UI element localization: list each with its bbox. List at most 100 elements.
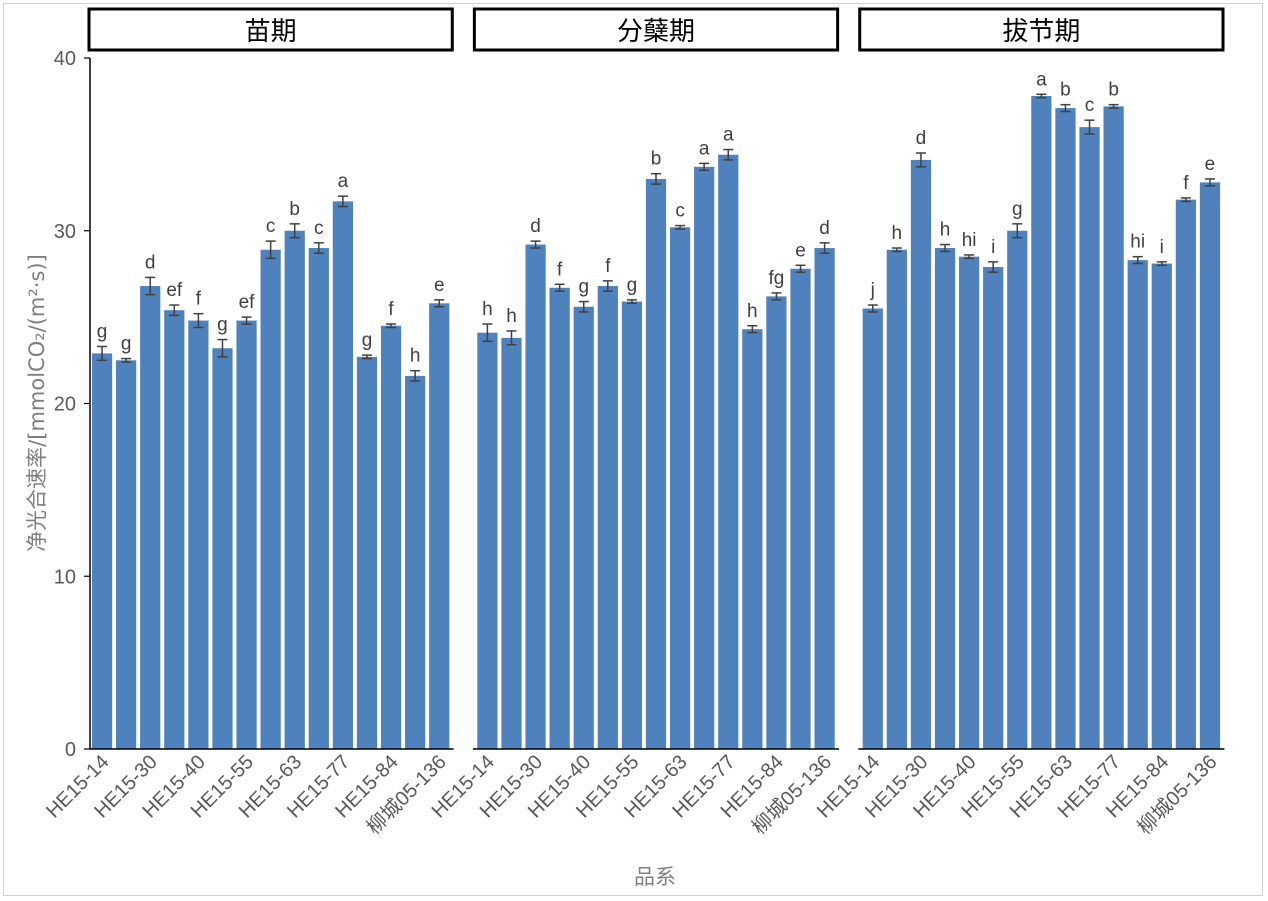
- bar: [356, 356, 378, 749]
- significance-letter: a: [723, 125, 734, 146]
- significance-letter: b: [651, 149, 662, 170]
- significance-letter: d: [145, 252, 156, 273]
- significance-letter: h: [940, 220, 951, 241]
- significance-letter: g: [627, 275, 638, 296]
- significance-letter: d: [530, 216, 541, 237]
- bar: [477, 332, 498, 749]
- bar: [405, 375, 426, 749]
- bar: [983, 267, 1004, 749]
- bar: [958, 256, 980, 749]
- significance-letter: f: [388, 299, 394, 320]
- bar: [862, 308, 883, 749]
- significance-letter: h: [892, 223, 903, 244]
- significance-letter: j: [870, 280, 875, 301]
- significance-letter: d: [916, 128, 927, 149]
- chart-frame: [3, 3, 1263, 896]
- significance-letter: a: [699, 138, 710, 159]
- bar: [814, 248, 835, 749]
- bar: [645, 178, 667, 750]
- bar: [934, 248, 956, 749]
- significance-letter: i: [991, 237, 995, 258]
- significance-letter: b: [1108, 80, 1119, 101]
- bar: [621, 301, 643, 749]
- bar: [742, 329, 763, 749]
- significance-letter: g: [121, 334, 132, 355]
- bar: [790, 268, 811, 749]
- significance-letter: f: [1183, 173, 1189, 194]
- significance-letter: f: [605, 256, 611, 277]
- bar: [429, 303, 450, 749]
- bar: [525, 244, 546, 749]
- significance-letter: c: [1085, 95, 1095, 116]
- y-tick-label: 30: [54, 221, 76, 243]
- significance-letter: hi: [962, 230, 977, 251]
- bar: [188, 320, 209, 749]
- y-tick-label: 20: [54, 394, 76, 416]
- significance-letter: h: [506, 306, 517, 327]
- significance-letter: d: [819, 218, 830, 239]
- significance-letter: a: [338, 171, 349, 192]
- significance-letter: hi: [1130, 232, 1145, 253]
- bar: [1079, 127, 1100, 750]
- bar: [1199, 182, 1221, 749]
- bar: [669, 227, 691, 750]
- panel-title-box: [472, 7, 840, 52]
- significance-letter: fg: [768, 268, 784, 289]
- panel-title-box: [858, 7, 1225, 52]
- bar: [1031, 96, 1052, 749]
- significance-letter: a: [1036, 69, 1047, 90]
- bar: [886, 249, 907, 749]
- bar: [116, 360, 137, 749]
- bar: [549, 287, 570, 749]
- bar: [236, 320, 257, 749]
- y-axis-title: 净光合速率/[mmolCO₂/(m²·s)]: [25, 254, 49, 552]
- significance-letter: g: [362, 330, 373, 351]
- bar: [260, 249, 281, 749]
- bar: [1007, 230, 1028, 749]
- bar: [1151, 263, 1172, 749]
- panel-title: 分蘖期: [617, 17, 695, 47]
- bar: [501, 337, 522, 749]
- bar: [164, 310, 185, 749]
- significance-letter: e: [434, 275, 445, 296]
- significance-letter: e: [1205, 154, 1216, 175]
- bar: [910, 159, 932, 750]
- significance-letter: f: [196, 289, 202, 310]
- significance-letter: e: [795, 240, 806, 261]
- bar: [1175, 199, 1196, 749]
- bar: [308, 248, 329, 749]
- panel-title: 拔节期: [1002, 17, 1080, 47]
- bar: [212, 348, 233, 749]
- significance-letter: g: [1012, 199, 1023, 220]
- bar: [284, 230, 305, 749]
- significance-letter: b: [289, 199, 300, 220]
- y-tick-label: 10: [54, 566, 76, 588]
- bar: [332, 201, 354, 749]
- significance-letter: b: [1060, 80, 1071, 101]
- bar: [1055, 108, 1076, 749]
- significance-letter: c: [314, 218, 324, 239]
- significance-letter: c: [266, 216, 276, 237]
- bar: [718, 154, 739, 750]
- panel-title-box: [87, 7, 454, 52]
- y-tick-label: 40: [54, 48, 76, 70]
- x-axis-title: 品系: [634, 865, 676, 889]
- bar: [1127, 260, 1148, 749]
- bar: [140, 286, 161, 749]
- significance-letter: h: [410, 346, 421, 367]
- bar: [1103, 106, 1124, 750]
- y-tick-label: 0: [65, 739, 76, 761]
- significance-letter: ef: [239, 292, 256, 313]
- bar: [91, 353, 113, 749]
- significance-letter: c: [675, 201, 685, 222]
- significance-letter: f: [557, 259, 563, 280]
- bar: [766, 296, 787, 749]
- significance-letter: h: [747, 301, 758, 322]
- significance-letter: g: [97, 321, 108, 342]
- significance-letter: g: [578, 277, 589, 298]
- bar: [694, 166, 715, 749]
- significance-letter: ef: [166, 280, 183, 301]
- significance-letter: i: [1160, 237, 1164, 258]
- significance-letter: g: [217, 315, 228, 336]
